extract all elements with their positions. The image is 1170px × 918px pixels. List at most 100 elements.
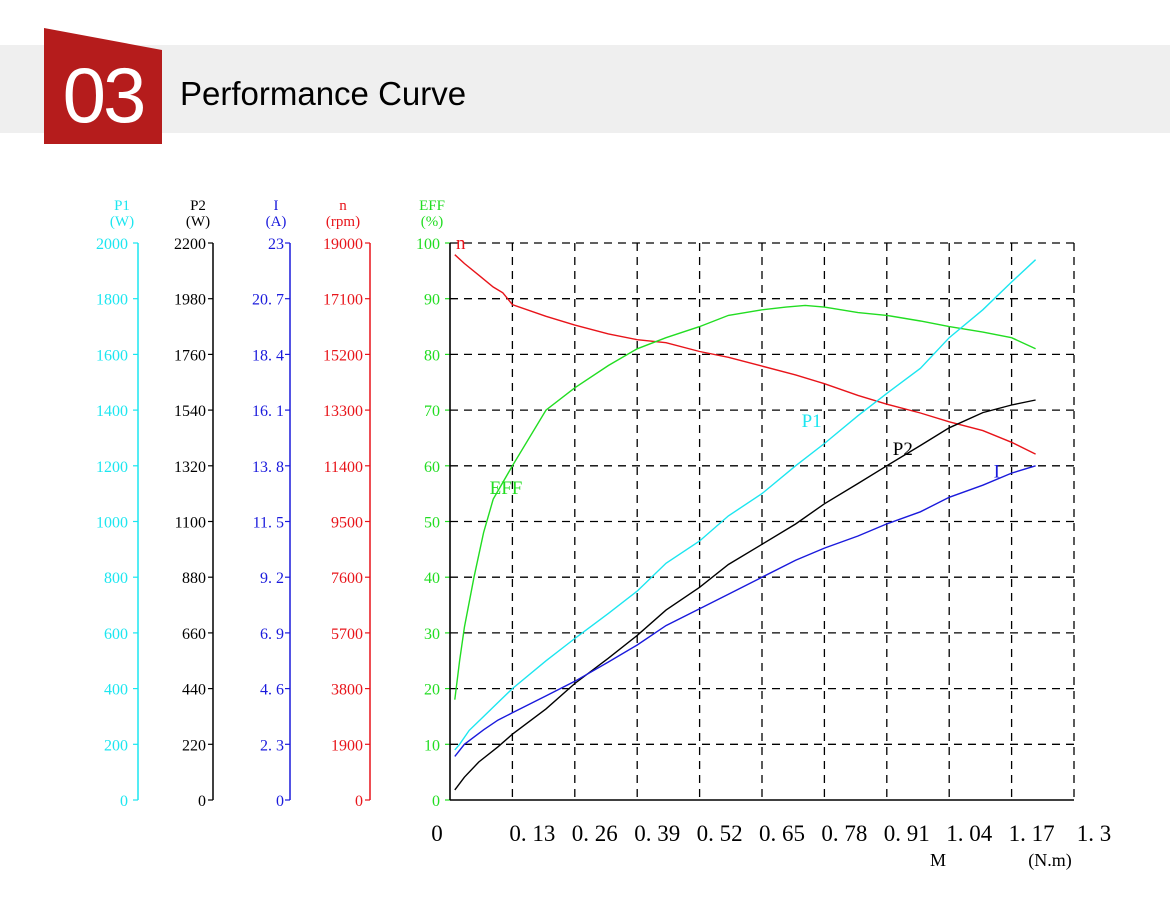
y-tick-label-eff: 60 xyxy=(424,459,440,476)
section-number: 03 xyxy=(62,51,147,139)
y-axis-title-p2: P2 xyxy=(190,198,206,214)
y-tick-label-p1: 1400 xyxy=(96,403,128,420)
y-tick-label-p2: 660 xyxy=(182,626,206,643)
y-axis-unit-p1: (W) xyxy=(110,214,134,230)
y-tick-label-speed: 15200 xyxy=(323,347,363,364)
y-tick-label-speed: 17100 xyxy=(323,292,363,309)
y-tick-label-eff: 70 xyxy=(424,403,440,420)
y-axes: 0200400600800100012001400160018002000P1(… xyxy=(96,198,450,810)
x-tick-label: 0. 65 xyxy=(759,821,805,846)
y-tick-label-current: 0 xyxy=(276,793,284,810)
y-tick-label-p1: 1600 xyxy=(96,347,128,364)
y-tick-label-p1: 0 xyxy=(120,793,128,810)
y-axis-current: 0 2. 3 4. 6 6. 9 9. 2 11. 5 13. 8 16. 1 18. 4 20.… xyxy=(252,198,291,810)
header-banner xyxy=(0,45,1170,133)
annotations: n EFF P1 P2 I xyxy=(456,233,1000,499)
y-tick-label-speed: 7600 xyxy=(331,570,363,587)
y-tick-label-current: 6. 9 xyxy=(260,626,284,643)
y-tick-label-eff: 50 xyxy=(424,515,440,532)
y-axis-eff: 0 10 20 30 40 50 60 70 80 90 100 EFF(%) xyxy=(416,198,450,810)
y-tick-label-eff: 30 xyxy=(424,626,440,643)
y-tick-label-p1: 800 xyxy=(104,570,128,587)
y-tick-label-eff: 0 xyxy=(432,793,440,810)
y-tick-label-eff: 40 xyxy=(424,570,440,587)
y-tick-label-speed: 11400 xyxy=(324,459,363,476)
x-tick-label: 1. 3 xyxy=(1077,821,1112,846)
y-axis-title-p1: P1 xyxy=(114,198,130,214)
y-tick-label-p2: 1760 xyxy=(174,347,206,364)
x-tick-label: 0. 13 xyxy=(509,821,555,846)
y-tick-label-p1: 1800 xyxy=(96,292,128,309)
y-tick-label-p2: 220 xyxy=(182,737,206,754)
series-lines xyxy=(454,254,1037,791)
y-tick-label-eff: 20 xyxy=(424,682,440,699)
series-line-p2 xyxy=(454,399,1036,791)
x-tick-label: 0. 91 xyxy=(884,821,930,846)
y-axis-unit-current: (A) xyxy=(266,214,287,230)
x-tick-label: 0 xyxy=(431,821,443,846)
y-tick-label-p2: 440 xyxy=(182,682,206,699)
y-tick-label-current: 2. 3 xyxy=(260,737,284,754)
y-tick-label-eff: 90 xyxy=(424,292,440,309)
y-axis-unit-speed: (rpm) xyxy=(326,214,360,230)
y-tick-label-eff: 80 xyxy=(424,347,440,364)
series-line-eff xyxy=(454,304,1036,700)
y-axis-unit-eff: (%) xyxy=(421,214,444,230)
series-line-speed xyxy=(454,254,1036,455)
y-tick-label-eff: 100 xyxy=(416,236,440,253)
y-tick-label-p1: 1200 xyxy=(96,459,128,476)
y-axis-speed: 0 1900 3800 5700 7600 9500 11400 13300 15200 1710… xyxy=(323,198,371,810)
series-label-speed: n xyxy=(456,233,466,254)
y-tick-label-speed: 9500 xyxy=(331,515,363,532)
plot-area xyxy=(449,242,1075,801)
y-tick-label-speed: 13300 xyxy=(323,403,363,420)
y-tick-label-current: 4. 6 xyxy=(260,682,284,699)
y-tick-label-p2: 1540 xyxy=(174,403,206,420)
y-axis-title-speed: n xyxy=(339,198,347,214)
y-tick-label-eff: 10 xyxy=(424,737,440,754)
y-axis-unit-p2: (W) xyxy=(186,214,210,230)
y-tick-label-p1: 200 xyxy=(104,737,128,754)
y-tick-label-speed: 5700 xyxy=(331,626,363,643)
series-line-p1 xyxy=(454,259,1037,751)
y-tick-label-p1: 1000 xyxy=(96,515,128,532)
y-tick-label-speed: 3800 xyxy=(331,682,363,699)
series-label-current: I xyxy=(994,461,1000,482)
y-tick-label-p1: 600 xyxy=(104,626,128,643)
series-label-eff: EFF xyxy=(490,478,523,499)
y-axis-title-eff: EFF xyxy=(419,198,445,214)
y-tick-label-current: 20. 7 xyxy=(252,292,284,309)
x-axis-label: M xyxy=(930,850,946,870)
page-title: Performance Curve xyxy=(180,75,467,112)
y-tick-label-p2: 2200 xyxy=(174,236,206,253)
y-axis-p1: 0 200 400 600 800 1000 1200 1400 1600 1800 2000 P1(… xyxy=(96,198,139,810)
y-tick-label-speed: 0 xyxy=(355,793,363,810)
y-tick-label-p2: 880 xyxy=(182,570,206,587)
x-tick-label: 0. 26 xyxy=(572,821,618,846)
y-axis-p2: 0 220 440 660 880 1100 1320 1540 1760 1980 2200 P2(… xyxy=(174,198,214,810)
series-label-p2: P2 xyxy=(893,439,913,460)
y-tick-label-current: 11. 5 xyxy=(253,515,284,532)
x-axis: 0 0. 13 0. 26 0. 39 0. 52 0. 65 0. 78 0. 91 1. 0… xyxy=(431,821,1111,871)
badge-shape xyxy=(44,28,162,144)
y-tick-label-p2: 0 xyxy=(198,793,206,810)
y-tick-label-speed: 1900 xyxy=(331,737,363,754)
y-tick-label-p2: 1100 xyxy=(175,515,206,532)
y-tick-label-current: 18. 4 xyxy=(252,347,284,364)
x-tick-label: 1. 17 xyxy=(1009,821,1055,846)
y-axis-title-current: I xyxy=(274,198,279,214)
x-tick-label: 1. 04 xyxy=(946,821,993,846)
y-tick-label-speed: 19000 xyxy=(323,236,363,253)
series-label-p1: P1 xyxy=(802,411,822,432)
y-tick-label-p2: 1980 xyxy=(174,292,206,309)
x-tick-label: 0. 39 xyxy=(634,821,680,846)
x-axis-unit: (N.m) xyxy=(1028,850,1072,871)
x-tick-label: 0. 78 xyxy=(821,821,867,846)
y-tick-label-current: 16. 1 xyxy=(252,403,284,420)
y-tick-label-p1: 400 xyxy=(104,682,128,699)
section-badge: 03 xyxy=(44,28,162,144)
x-tick-label: 0. 52 xyxy=(697,821,743,846)
series-line-current xyxy=(454,465,1036,757)
y-tick-label-current: 23 xyxy=(268,236,284,253)
